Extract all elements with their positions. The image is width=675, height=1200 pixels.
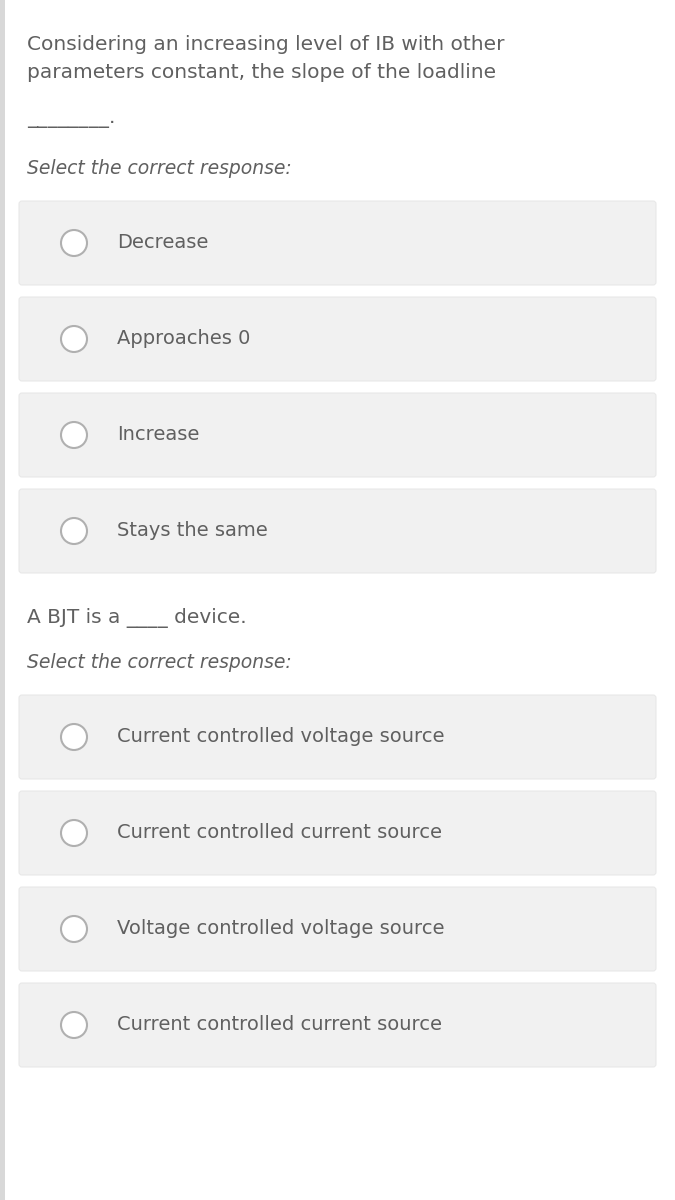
Bar bbox=[0, 0, 5, 1200]
FancyBboxPatch shape bbox=[19, 983, 656, 1067]
FancyBboxPatch shape bbox=[19, 490, 656, 572]
Circle shape bbox=[61, 422, 87, 448]
Text: Considering an increasing level of IB with other: Considering an increasing level of IB wi… bbox=[27, 35, 504, 54]
Text: Current controlled current source: Current controlled current source bbox=[117, 823, 442, 842]
Text: A BJT is a ____ device.: A BJT is a ____ device. bbox=[27, 608, 246, 628]
Circle shape bbox=[61, 230, 87, 256]
FancyBboxPatch shape bbox=[19, 887, 656, 971]
Text: Voltage controlled voltage source: Voltage controlled voltage source bbox=[117, 919, 445, 938]
Circle shape bbox=[61, 820, 87, 846]
Circle shape bbox=[61, 326, 87, 352]
Text: Select the correct response:: Select the correct response: bbox=[27, 653, 292, 672]
Text: Decrease: Decrease bbox=[117, 234, 209, 252]
Circle shape bbox=[61, 518, 87, 544]
Text: parameters constant, the slope of the loadline: parameters constant, the slope of the lo… bbox=[27, 62, 496, 82]
FancyBboxPatch shape bbox=[19, 392, 656, 476]
Circle shape bbox=[61, 916, 87, 942]
FancyBboxPatch shape bbox=[19, 200, 656, 284]
Circle shape bbox=[61, 1012, 87, 1038]
Text: ________.: ________. bbox=[27, 109, 115, 128]
Text: Increase: Increase bbox=[117, 426, 199, 444]
Text: Current controlled current source: Current controlled current source bbox=[117, 1015, 442, 1034]
FancyBboxPatch shape bbox=[19, 791, 656, 875]
Circle shape bbox=[61, 724, 87, 750]
Text: Approaches 0: Approaches 0 bbox=[117, 330, 250, 348]
Text: Select the correct response:: Select the correct response: bbox=[27, 158, 292, 178]
FancyBboxPatch shape bbox=[19, 296, 656, 382]
Text: Current controlled voltage source: Current controlled voltage source bbox=[117, 727, 445, 746]
Text: Stays the same: Stays the same bbox=[117, 522, 268, 540]
FancyBboxPatch shape bbox=[19, 695, 656, 779]
